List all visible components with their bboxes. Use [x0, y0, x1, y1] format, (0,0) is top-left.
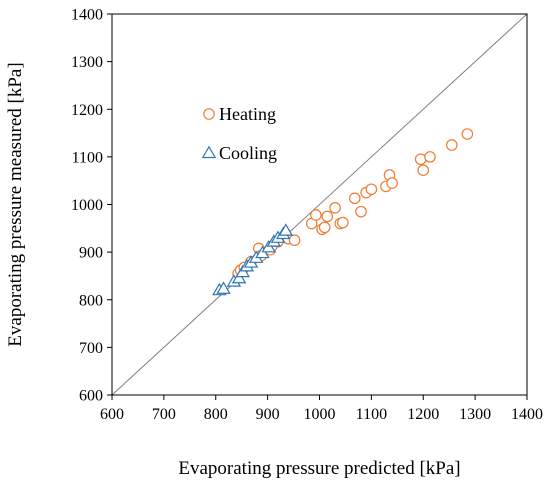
reference-line: [111, 13, 528, 396]
heating-point: [288, 234, 301, 247]
heating-point: [386, 177, 398, 189]
y-tick-label: 700: [79, 340, 103, 357]
y-tick-label: 800: [79, 292, 103, 309]
heating-point: [355, 205, 367, 218]
series-cooling: [212, 223, 294, 296]
y-tick-label: 1000: [71, 197, 103, 214]
y-tick-label: 1100: [72, 149, 103, 166]
heating-point: [318, 221, 331, 234]
cooling-point: [231, 270, 247, 284]
y-tick-label: 1400: [71, 7, 103, 24]
legend-marker-heating: [203, 108, 215, 120]
heating-point: [337, 216, 349, 229]
x-tick-label: 1400: [511, 406, 543, 423]
heating-point: [414, 153, 427, 166]
cooling-point: [278, 223, 294, 236]
heating-point: [329, 202, 341, 214]
y-axis-title: Evaporating pressure measured [kPa]: [5, 62, 26, 346]
y-tick-label: 900: [79, 245, 103, 262]
heating-point: [417, 164, 430, 177]
reference-line-layer: [111, 13, 528, 396]
x-tick-label: 1000: [304, 406, 336, 423]
x-tick-label: 1300: [459, 406, 491, 423]
x-tick-label: 600: [100, 406, 124, 423]
y-tick-label: 600: [79, 388, 103, 405]
x-tick-label: 800: [204, 406, 228, 423]
y-tick-label: 1200: [71, 102, 103, 119]
x-tick-label: 1200: [407, 406, 439, 423]
axis-ticks-layer: 600 700 800 900 1000 1100 1200 1300 1400 600 700 80…: [71, 7, 543, 424]
x-tick-label: 700: [152, 406, 176, 423]
heating-point: [424, 151, 436, 163]
x-tick-label: 900: [256, 406, 280, 423]
heating-point: [321, 210, 334, 223]
heating-point: [365, 183, 378, 196]
data-points-layer: [212, 128, 474, 296]
heating-point: [310, 209, 322, 221]
x-tick-label: 1100: [356, 406, 387, 423]
heating-point: [348, 192, 361, 205]
legend-label-heating: Heating: [219, 104, 276, 124]
legend-label-cooling: Cooling: [219, 143, 277, 163]
legend-marker-cooling: [201, 145, 217, 159]
x-axis-title: Evaporating pressure predicted [kPa]: [178, 458, 460, 479]
heating-point: [461, 128, 474, 140]
heating-point: [445, 139, 458, 151]
legend: Heating Cooling: [201, 104, 277, 163]
cooling-point: [216, 281, 231, 294]
y-tick-label: 1300: [71, 54, 103, 71]
